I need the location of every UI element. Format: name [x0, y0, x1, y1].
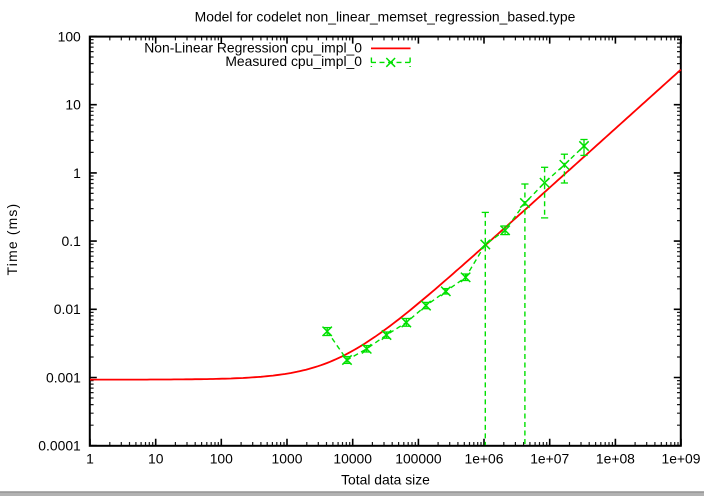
svg-text:0.1: 0.1	[61, 233, 81, 249]
svg-text:10: 10	[65, 97, 81, 113]
svg-text:10000: 10000	[333, 451, 372, 467]
svg-text:1: 1	[86, 451, 94, 467]
svg-text:Non-Linear Regression cpu_impl: Non-Linear Regression cpu_impl_0	[144, 39, 362, 55]
svg-text:0.0001: 0.0001	[38, 438, 81, 454]
svg-text:Model for codelet non_linear_m: Model for codelet non_linear_memset_regr…	[195, 9, 576, 25]
svg-text:1000: 1000	[272, 451, 303, 467]
svg-text:100000: 100000	[395, 451, 442, 467]
svg-text:1e+07: 1e+07	[530, 451, 569, 467]
svg-text:100: 100	[210, 451, 233, 467]
svg-text:1e+08: 1e+08	[596, 451, 635, 467]
svg-text:1e+09: 1e+09	[661, 451, 700, 467]
svg-text:0.01: 0.01	[54, 301, 81, 317]
svg-text:10: 10	[148, 451, 164, 467]
svg-text:Measured cpu_impl_0: Measured cpu_impl_0	[225, 53, 362, 69]
svg-text:1: 1	[73, 165, 81, 181]
svg-text:100: 100	[58, 28, 81, 44]
svg-text:0.001: 0.001	[46, 369, 81, 385]
svg-text:Total data size: Total data size	[341, 472, 430, 488]
svg-text:1e+06: 1e+06	[464, 451, 503, 467]
svg-text:Time (ms): Time (ms)	[4, 203, 20, 276]
